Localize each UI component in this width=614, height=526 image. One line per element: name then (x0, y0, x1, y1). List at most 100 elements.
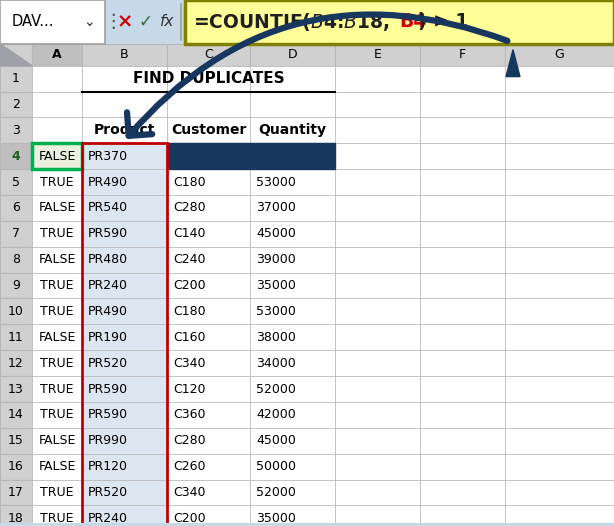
Bar (0, 143, 32, 169)
Text: A: A (52, 48, 62, 61)
Text: C340: C340 (173, 357, 206, 370)
Bar (82, 298, 167, 325)
Text: B4: B4 (399, 13, 426, 32)
Text: C280: C280 (173, 201, 206, 215)
Bar (420, 92, 505, 117)
Bar (82, 505, 167, 526)
Text: 7: 7 (12, 227, 20, 240)
Bar (335, 428, 420, 454)
Text: 16: 16 (8, 460, 24, 473)
Text: Customer: Customer (171, 123, 246, 137)
Bar (167, 195, 250, 221)
Text: 15: 15 (8, 434, 24, 447)
Text: 37000: 37000 (256, 201, 296, 215)
Bar (505, 92, 614, 117)
Bar (32, 66, 82, 92)
Bar (82, 143, 167, 526)
Bar (420, 428, 505, 454)
Bar (505, 376, 614, 402)
Text: PR370: PR370 (88, 150, 128, 163)
Bar (250, 325, 335, 350)
Bar (250, 376, 335, 402)
Polygon shape (506, 50, 520, 77)
Bar (167, 221, 250, 247)
Bar (505, 247, 614, 272)
Bar (420, 247, 505, 272)
Text: 6: 6 (12, 201, 20, 215)
Text: =COUNTIF($B$4:$B$18,: =COUNTIF($B$4:$B$18, (193, 11, 392, 33)
Bar (420, 272, 505, 298)
Bar (335, 505, 420, 526)
Bar (167, 247, 250, 272)
Text: PR590: PR590 (88, 408, 128, 421)
Text: C240: C240 (173, 253, 206, 266)
Text: 12: 12 (8, 357, 24, 370)
Text: TRUE: TRUE (41, 382, 74, 396)
Bar (167, 505, 250, 526)
Bar (335, 44, 420, 66)
Bar (82, 350, 167, 376)
Text: PR520: PR520 (88, 486, 128, 499)
Bar (250, 350, 335, 376)
Text: ⌄: ⌄ (83, 15, 95, 29)
Bar (505, 298, 614, 325)
Text: TRUE: TRUE (41, 512, 74, 525)
Bar (82, 66, 167, 92)
Bar (0, 325, 32, 350)
Bar (32, 376, 82, 402)
Bar (82, 247, 167, 272)
Bar (420, 143, 505, 169)
Text: PR490: PR490 (88, 176, 128, 189)
Bar (335, 195, 420, 221)
Bar (0, 44, 32, 66)
Text: C200: C200 (173, 279, 206, 292)
Bar (420, 325, 505, 350)
Bar (335, 221, 420, 247)
Bar (505, 402, 614, 428)
Bar (167, 402, 250, 428)
Bar (335, 325, 420, 350)
Text: TRUE: TRUE (41, 279, 74, 292)
Text: TRUE: TRUE (41, 357, 74, 370)
Text: ×: × (117, 13, 133, 32)
Bar (420, 454, 505, 480)
Bar (32, 221, 82, 247)
Bar (0, 480, 32, 505)
Bar (420, 298, 505, 325)
Bar (250, 402, 335, 428)
Text: Product: Product (94, 123, 155, 137)
Text: DAV...: DAV... (12, 14, 55, 29)
Text: PR490: PR490 (88, 305, 128, 318)
Text: 53000: 53000 (256, 176, 296, 189)
Polygon shape (0, 44, 32, 66)
Bar (167, 480, 250, 505)
Bar (82, 480, 167, 505)
Bar (250, 195, 335, 221)
Text: E: E (373, 48, 381, 61)
Text: 45000: 45000 (256, 434, 296, 447)
Text: C120: C120 (173, 382, 206, 396)
Bar (250, 117, 335, 143)
Bar (32, 428, 82, 454)
Text: 17: 17 (8, 486, 24, 499)
Bar (420, 221, 505, 247)
Bar (32, 272, 82, 298)
Bar (185, 0, 614, 44)
Bar (505, 505, 614, 526)
Text: 52000: 52000 (256, 382, 296, 396)
Text: FALSE: FALSE (38, 150, 76, 163)
Bar (32, 298, 82, 325)
Bar (32, 505, 82, 526)
Bar (505, 117, 614, 143)
Bar (32, 143, 82, 169)
Bar (420, 376, 505, 402)
Bar (0, 376, 32, 402)
Text: ✓: ✓ (138, 13, 152, 31)
Text: 2: 2 (12, 98, 20, 111)
Bar (0, 428, 32, 454)
Bar (505, 480, 614, 505)
Text: 18: 18 (8, 512, 24, 525)
Text: 5: 5 (12, 176, 20, 189)
Bar (250, 44, 335, 66)
Text: FALSE: FALSE (38, 253, 76, 266)
